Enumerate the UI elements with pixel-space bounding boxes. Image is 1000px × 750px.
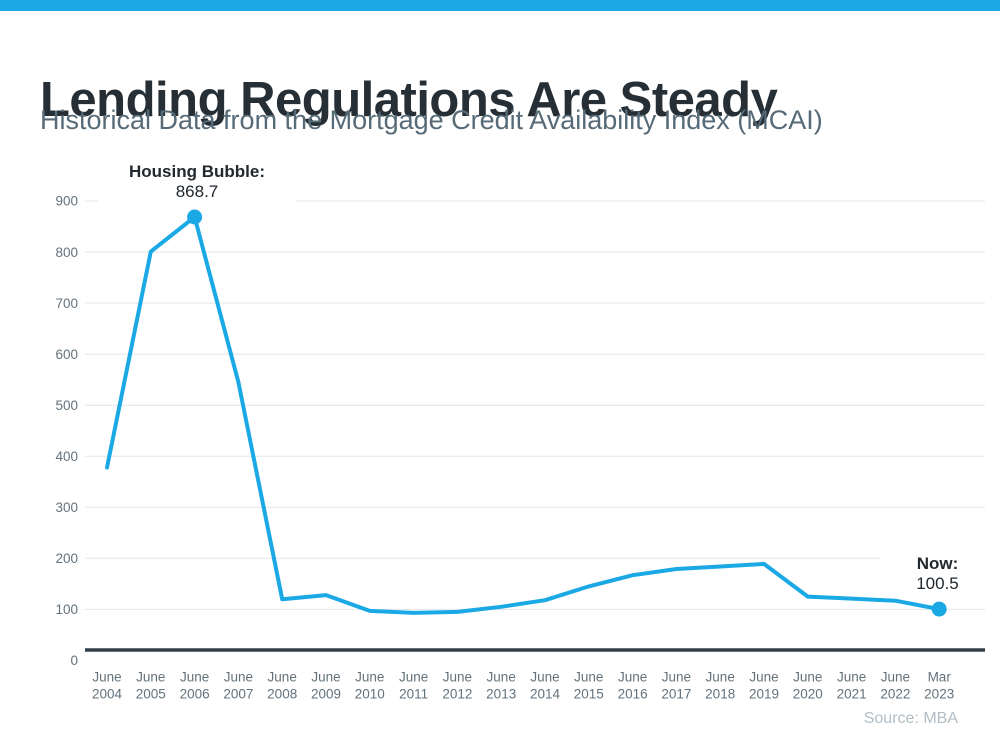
peak-annotation-label: Housing Bubble: — [129, 162, 265, 181]
peak-marker — [187, 209, 203, 225]
y-tick-label-900: 900 — [55, 194, 78, 209]
mcai-line-series — [105, 215, 942, 615]
now-annotation-value: 100.5 — [916, 574, 959, 593]
x-tick-label-2005: June 2005 — [136, 670, 166, 702]
x-tick-label-2007: June 2007 — [223, 670, 253, 702]
y-tick-label-600: 600 — [55, 347, 78, 362]
x-tick-label-2004: June 2004 — [92, 670, 123, 702]
x-tick-label-2020: June 2020 — [793, 670, 823, 702]
peak-annotation-value: 868.7 — [175, 182, 219, 201]
x-tick-label-2010: June 2010 — [355, 670, 385, 702]
y-tick-label-800: 800 — [55, 245, 78, 260]
page-title: Lending Regulations Are Steady — [40, 72, 778, 127]
x-tick-label-2022: June 2022 — [880, 670, 910, 702]
y-tick-label-700: 700 — [55, 296, 78, 311]
x-tick-label-2015: June 2015 — [574, 670, 604, 702]
x-tick-label-2012: June 2012 — [442, 670, 472, 702]
y-tick-label-500: 500 — [55, 398, 78, 413]
x-tick-label-2006: June 2006 — [180, 670, 210, 702]
x-tick-label-2021: June 2021 — [837, 670, 867, 702]
now-marker — [931, 601, 947, 617]
y-tick-label-100: 100 — [55, 602, 78, 617]
x-tick-label-2023: Mar 2023 — [924, 670, 954, 702]
now-annotation-label: Now: — [916, 554, 959, 573]
y-tick-label-0: 0 — [70, 653, 78, 668]
x-tick-label-2019: June 2019 — [749, 670, 779, 702]
peak-annotation: Housing Bubble: 868.7 — [98, 162, 296, 204]
top-accent-bar — [0, 0, 1000, 11]
source-attribution: Source: MBA — [863, 710, 958, 727]
x-tick-label-2009: June 2009 — [311, 670, 341, 702]
x-tick-label-2011: June 2011 — [399, 670, 428, 702]
x-tick-label-2008: June 2008 — [267, 670, 297, 702]
x-tick-label-2013: June 2013 — [486, 670, 516, 702]
x-tick-label-2018: June 2018 — [705, 670, 735, 702]
x-tick-label-2014: June 2014 — [530, 670, 561, 702]
x-tick-label-2016: June 2016 — [618, 670, 648, 702]
page-subtitle: Historical Data from the Mortgage Credit… — [40, 105, 823, 135]
y-tick-label-400: 400 — [55, 449, 78, 464]
x-tick-label-2017: June 2017 — [661, 670, 691, 702]
y-tick-label-200: 200 — [55, 551, 78, 566]
y-tick-label-300: 300 — [55, 500, 78, 515]
now-annotation: Now: 100.5 — [880, 554, 995, 596]
